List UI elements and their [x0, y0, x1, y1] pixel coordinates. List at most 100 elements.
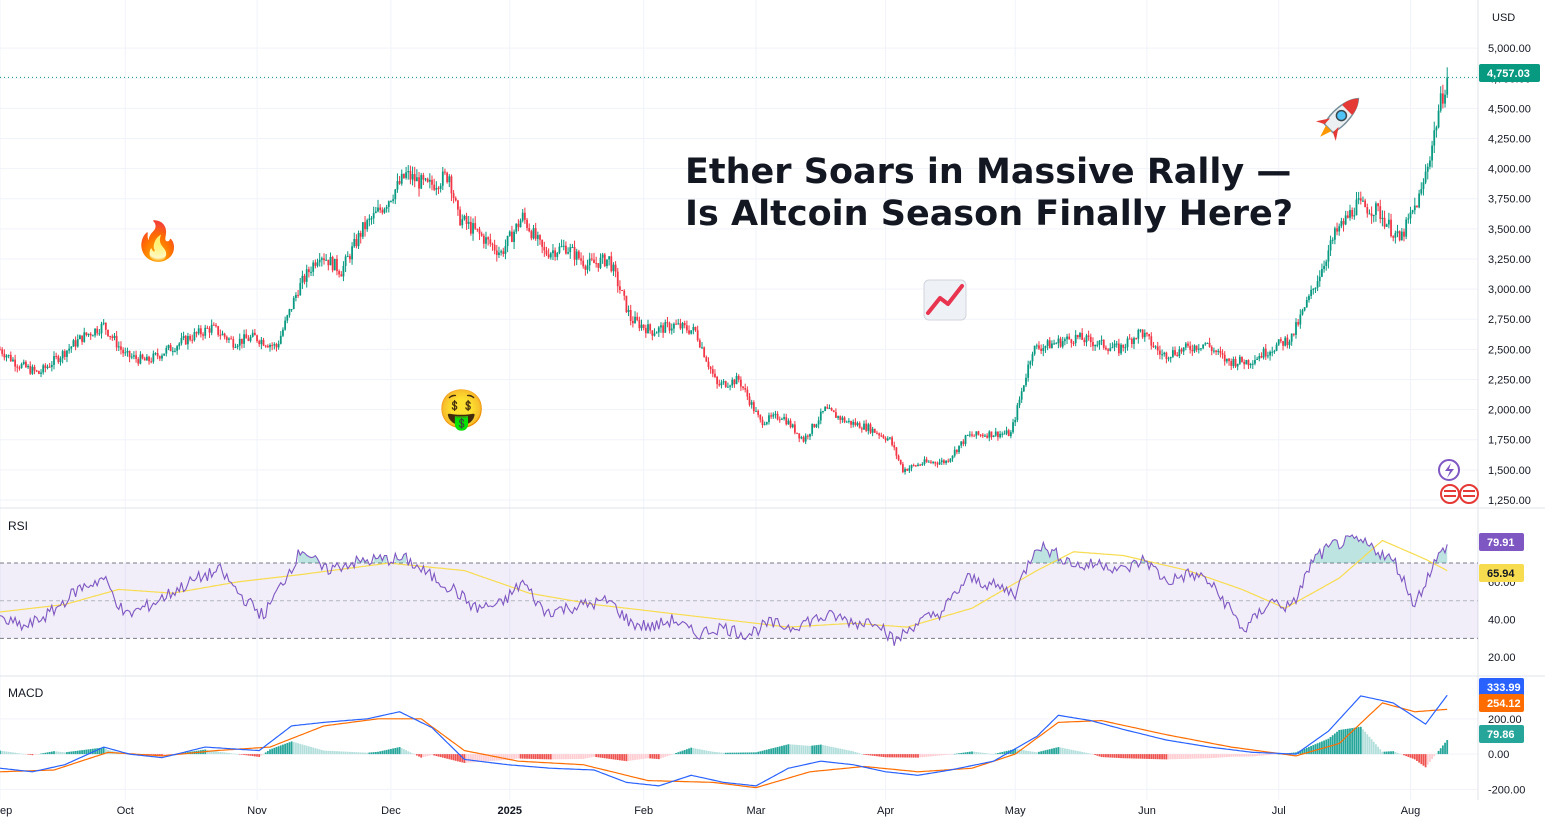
candle-body — [569, 247, 572, 253]
candle-body — [835, 412, 837, 418]
macd-histogram-bar — [1184, 754, 1187, 759]
macd-histogram-bar — [1439, 748, 1442, 755]
candle-body — [1148, 334, 1151, 337]
candle-body — [1171, 350, 1174, 357]
candle-body — [1031, 354, 1034, 362]
candle-body — [100, 323, 103, 334]
candle-body — [372, 212, 375, 219]
histogram-value-tag: 79.86 — [1479, 725, 1524, 743]
candle-body — [465, 215, 468, 224]
candle-body — [718, 384, 721, 386]
candle-body — [1437, 110, 1440, 128]
macd-value: 333.99 — [1487, 682, 1521, 694]
macd-histogram-bar — [895, 754, 898, 758]
candle-body — [22, 361, 25, 365]
candle-body — [1325, 261, 1328, 266]
macd-histogram-bar — [156, 754, 159, 756]
candle-body — [1444, 94, 1446, 104]
macd-histogram-bar — [1260, 754, 1263, 756]
candle-body — [763, 424, 766, 426]
candle-body — [145, 356, 148, 361]
candle-body — [1405, 219, 1408, 237]
candle-body — [1275, 344, 1278, 351]
lightning-widget-icon[interactable] — [1438, 459, 1460, 481]
time-tick-label: Nov — [247, 805, 267, 817]
macd-histogram-bar — [327, 750, 330, 755]
macd-histogram-bar — [677, 752, 680, 755]
candle-body — [133, 355, 135, 357]
candle-body — [1063, 339, 1066, 342]
macd-histogram-bar — [1344, 729, 1347, 755]
macd-histogram-bar — [577, 754, 580, 760]
macd-histogram-bar — [534, 754, 537, 759]
macd-histogram-bar — [906, 754, 909, 758]
macd-histogram-bar — [1167, 754, 1170, 760]
macd-histogram-bar — [1225, 754, 1228, 758]
macd-histogram-bar — [1053, 748, 1055, 755]
macd-histogram-bar — [891, 754, 893, 758]
macd-histogram-bar — [1195, 754, 1198, 759]
macd-histogram-bar — [845, 749, 848, 755]
candle-body — [552, 250, 554, 254]
macd-histogram-bar — [727, 752, 729, 755]
macd-histogram-bar — [735, 752, 738, 755]
candle-body — [601, 254, 604, 258]
candle-body — [852, 421, 855, 425]
macd-histogram-bar — [59, 751, 62, 755]
candle-body — [1033, 345, 1036, 355]
candle-body — [947, 460, 950, 462]
macd-histogram-bar — [867, 754, 870, 756]
candle-body — [57, 356, 60, 363]
macd-histogram-bar — [1154, 754, 1157, 760]
candle-body — [865, 423, 868, 431]
macd-histogram-bar — [1338, 730, 1341, 755]
macd-histogram-bar — [428, 754, 431, 756]
rsi-overbought-fill — [1032, 542, 1061, 564]
candle-body — [53, 356, 55, 365]
candle-body — [212, 324, 215, 326]
macd-histogram-bar — [1355, 727, 1358, 755]
candle-body — [1223, 354, 1226, 362]
rsi-tick-label: 40.00 — [1488, 615, 1516, 627]
candle-body — [418, 177, 420, 189]
macd-histogram-bar — [223, 752, 226, 755]
macd-histogram-bar — [1044, 750, 1047, 755]
candle-body — [1130, 338, 1133, 344]
macd-histogram-bar — [238, 754, 241, 755]
macd-histogram-bar — [1292, 752, 1295, 755]
macd-histogram-bar — [616, 754, 619, 760]
macd-histogram-bar — [318, 749, 321, 755]
currency-label: USD — [1492, 12, 1515, 24]
candle-body — [1210, 346, 1213, 351]
macd-histogram-bar — [377, 751, 379, 755]
candle-body — [152, 353, 155, 362]
macd-histogram-bar — [260, 754, 263, 756]
macd-histogram-bar — [336, 751, 338, 755]
candle-body — [1392, 236, 1395, 238]
candle-body — [117, 346, 120, 348]
candle-body — [33, 366, 36, 371]
macd-histogram-bar — [1273, 754, 1276, 755]
candle-body — [1433, 130, 1436, 146]
candle-body — [517, 223, 520, 228]
candle-body — [1048, 340, 1051, 349]
macd-histogram-bar — [1446, 740, 1449, 755]
candle-body — [681, 323, 684, 329]
candle-body — [1426, 166, 1429, 172]
macd-histogram-bar — [448, 754, 451, 760]
candle-body — [990, 431, 993, 438]
candle-body — [619, 286, 621, 291]
candle-body — [444, 171, 446, 173]
macd-histogram-bar — [342, 751, 345, 755]
macd-histogram-bar — [856, 752, 859, 755]
candle-body — [984, 435, 986, 437]
macd-histogram-bar — [662, 754, 665, 758]
candle-body — [1081, 333, 1084, 340]
candle-body — [690, 330, 693, 334]
macd-histogram-bar — [960, 752, 963, 755]
macd-histogram-bar — [932, 754, 935, 757]
macd-histogram-bar — [87, 749, 90, 755]
candle-body — [364, 222, 366, 230]
us-flag-events-icon[interactable] — [1440, 484, 1479, 504]
candle-body — [1355, 199, 1358, 216]
